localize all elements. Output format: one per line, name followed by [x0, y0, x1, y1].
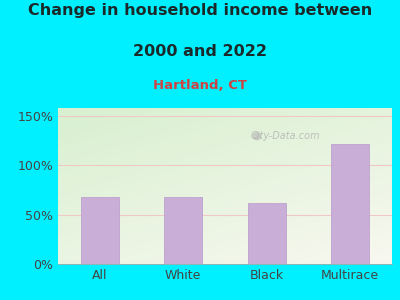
Text: Hartland, CT: Hartland, CT — [153, 79, 247, 92]
Text: Change in household income between: Change in household income between — [28, 3, 372, 18]
Bar — [164, 197, 202, 264]
Bar — [332, 143, 369, 264]
Bar — [248, 203, 286, 264]
Text: 2000 and 2022: 2000 and 2022 — [133, 44, 267, 59]
Text: ●: ● — [252, 131, 262, 141]
Text: City-Data.com: City-Data.com — [250, 131, 320, 141]
Bar — [81, 197, 118, 264]
